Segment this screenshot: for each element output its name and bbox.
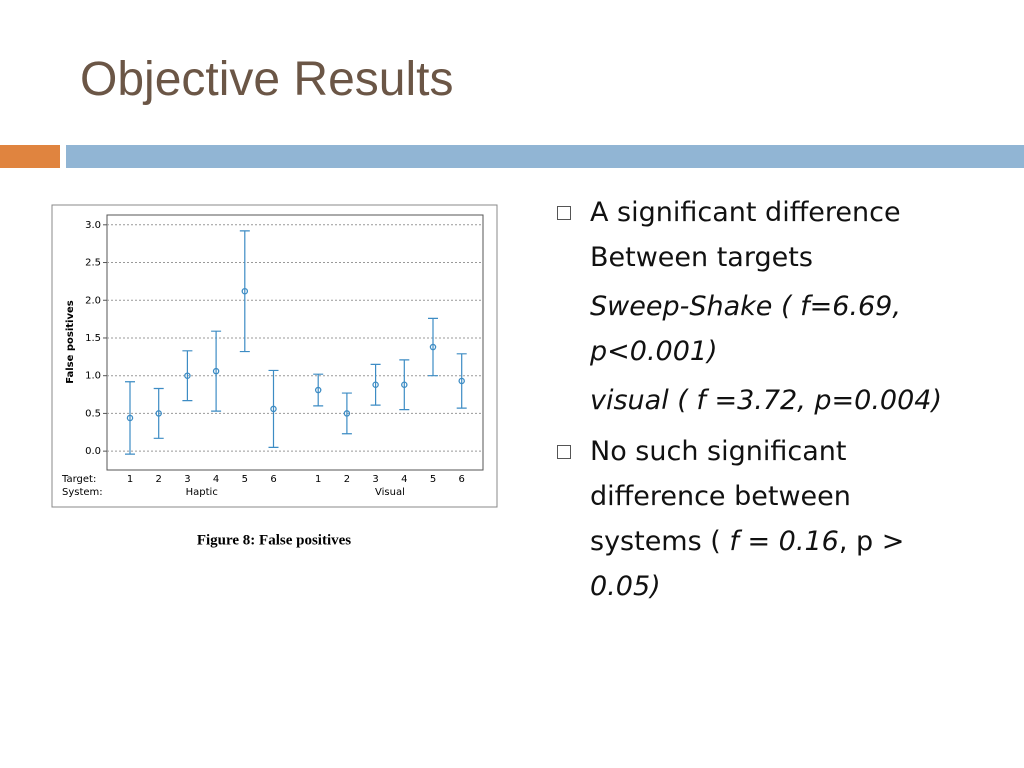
data-point [429,343,437,351]
accent-bar [0,145,60,168]
x-tick-label: 2 [344,474,350,485]
x-tick-label: 4 [213,474,219,485]
error-bar [153,387,164,439]
x-tick-label: 6 [459,474,465,485]
x-tick-label: 4 [401,474,407,485]
text-run: 0.05) [590,571,661,602]
data-point [184,372,191,379]
x-tick-label: 1 [315,474,321,485]
error-bar [125,381,135,455]
x-tick-label: 1 [127,474,133,485]
group-label: Haptic [186,487,218,498]
data-point [372,381,379,388]
bullet-item: No such significant difference between s… [555,429,955,609]
text-run: , p > [838,526,905,557]
sub-item: Sweep-Shake ( f=6.69, p<0.001) [590,291,901,367]
plot-area [106,214,484,471]
data-point [314,386,322,394]
error-bar [313,373,324,407]
error-bar [370,363,381,406]
y-tick-label: 0.5 [85,408,101,419]
error-bar [211,330,222,412]
bullet-item: A significant difference Between targets [555,190,955,280]
data-point [212,367,220,375]
data-point [401,381,408,388]
error-bar [239,230,250,353]
x-tick-label: 5 [430,474,436,485]
text-run: f = 0.16 [729,526,839,557]
text-run: No such significant difference between s… [590,436,851,557]
data-point [458,377,465,385]
data-point [241,287,249,295]
data-point [270,405,277,413]
y-tick-label: 1.0 [85,371,101,382]
error-bar [428,317,438,377]
error-bar [399,359,410,411]
error-bar [341,392,352,435]
data-point [126,414,134,422]
row-label: System: [62,487,103,498]
error-bar [268,369,279,448]
y-tick-label: 2.5 [85,258,101,269]
chart: False positives Target: System: Figure 8… [51,204,498,548]
data-point [343,410,351,417]
row-label: Target: [61,474,96,485]
x-tick-label: 5 [242,474,248,485]
y-tick-label: 3.0 [85,220,101,231]
y-tick-label: 1.5 [85,333,101,344]
bullet-list: A significant difference Between targets… [555,190,955,609]
data-point [155,410,162,417]
error-bar [456,353,467,409]
y-tick-label: 2.0 [85,295,101,306]
error-bar [182,350,193,402]
slide-title: Objective Results [80,53,454,106]
sub-item: visual ( f =3.72, p=0.004) [590,385,942,416]
header-bar [66,145,1024,168]
figure-frame [51,204,498,508]
y-tick-label: 0.0 [85,446,101,457]
y-axis-label: False positives [65,300,76,384]
group-label: Visual [375,487,405,498]
figure-caption: Figure 8: False positives [197,532,351,548]
x-tick-label: 2 [156,474,162,485]
x-tick-label: 3 [184,474,190,485]
x-tick-label: 3 [372,474,378,485]
x-tick-label: 6 [270,474,276,485]
